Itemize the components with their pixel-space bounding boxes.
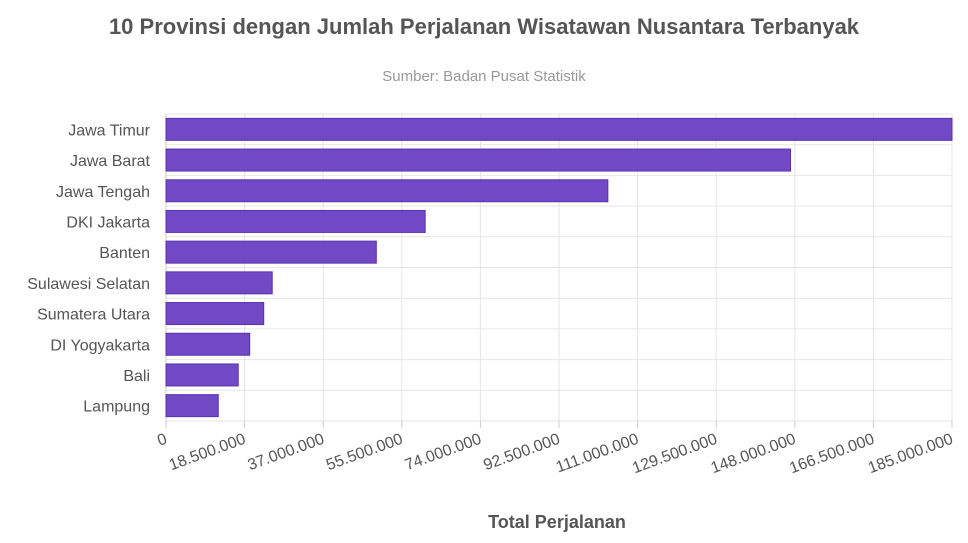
x-tick-label: 74.000.000 [403,431,484,474]
x-tick-label: 92.500.000 [481,431,562,474]
bar [165,179,609,203]
x-tick-label: 166.500.000 [787,431,877,477]
bar [165,148,792,172]
category-label: Banten [99,245,150,262]
category-label: Lampung [83,399,150,416]
bar [165,209,426,233]
x-tick-label: 18.500.000 [167,431,248,474]
category-label: Sulawesi Selatan [27,276,150,293]
x-tick-label: 129.500.000 [630,431,720,477]
bar [165,302,265,326]
bar [165,271,273,295]
x-tick-label: 185.000.000 [866,431,956,477]
x-tick-label: 148.000.000 [709,431,799,477]
x-tick-label: 0 [155,431,169,450]
x-tick-label: 55.500.000 [324,431,405,474]
category-label: Jawa Barat [70,153,151,170]
bar [165,240,377,264]
x-axis-title: Total Perjalanan [488,512,626,532]
category-label: DKI Jakarta [66,214,150,231]
category-label: Jawa Tengah [56,184,150,201]
x-tick-label: 37.000.000 [246,431,327,474]
bar [165,394,219,418]
bar [165,332,251,356]
chart-subtitle: Sumber: Badan Pusat Statistik [382,68,586,85]
category-label: Bali [123,368,150,385]
category-label: Sumatera Utara [37,307,150,324]
bar [165,363,239,387]
x-tick-label: 111.000.000 [554,431,641,477]
category-label: DI Yogyakarta [50,337,150,354]
category-label: Jawa Timur [68,122,150,139]
bar [165,117,953,141]
chart-title: 10 Provinsi dengan Jumlah Perjalanan Wis… [108,14,860,39]
